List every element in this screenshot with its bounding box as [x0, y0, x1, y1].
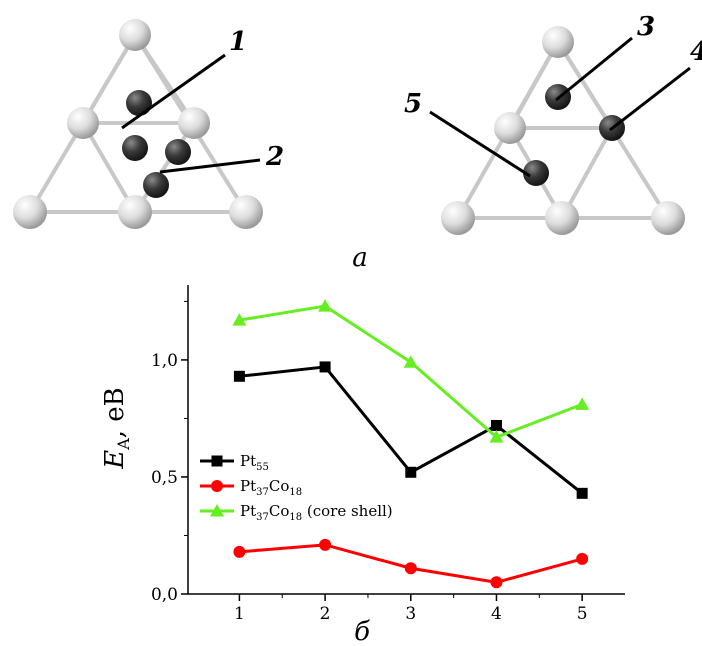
series-3 [232, 299, 590, 443]
data-point [405, 466, 417, 478]
data-point [576, 487, 588, 499]
data-point [404, 562, 417, 575]
panel-a-label: a [352, 243, 368, 273]
atom-pt [13, 195, 47, 229]
data-point [490, 419, 502, 431]
legend-marker [210, 504, 224, 517]
x-tick-label: 2 [320, 604, 331, 624]
data-point [490, 576, 503, 589]
cluster-right: 3 4 5 [404, 12, 702, 235]
atom-pt [441, 201, 475, 235]
atom-pt [494, 112, 526, 144]
legend-marker [211, 480, 223, 492]
data-point [318, 299, 333, 312]
legend-label: Pt37Co18 [240, 477, 302, 498]
y-tick-label: 0,5 [151, 468, 178, 488]
series-2 [233, 538, 589, 589]
energy-chart: 1 2 3 4 5 0,0 0,5 1,0 Pt55 Pt37Co18 Pt37Co18 (cor… [100, 285, 625, 624]
atom-co [165, 139, 191, 165]
atom-pt [542, 26, 574, 58]
atom-pt [67, 107, 99, 139]
atom-co [143, 172, 169, 198]
callout-arrows-left [121, 53, 261, 174]
data-point [489, 430, 504, 443]
y-tick-label: 1,0 [151, 351, 178, 371]
legend-entry: Pt55 [200, 452, 269, 473]
atom-co [122, 135, 148, 161]
panel-b-label: б [354, 617, 370, 646]
callout-3: 3 [637, 12, 655, 42]
x-tick-label: 1 [234, 604, 245, 624]
series-1 [233, 361, 588, 499]
legend-label: Pt55 [240, 452, 269, 473]
atom-co [523, 160, 549, 186]
atom-pt [118, 195, 152, 229]
callout-arrows-right [429, 36, 691, 178]
legend-label: Pt37Co18 (core shell) [240, 502, 393, 523]
data-point [575, 397, 590, 410]
data-point [403, 355, 418, 368]
data-point [319, 538, 332, 551]
data-point [232, 313, 247, 326]
atom-pt [545, 201, 579, 235]
atom-pt [178, 107, 210, 139]
atom-co [126, 90, 152, 116]
chart-legend: Pt55 Pt37Co18 Pt37Co18 (core shell) [200, 452, 393, 523]
y-axis-label: EA, eB [100, 387, 133, 470]
chart-series [232, 299, 590, 589]
data-point [319, 361, 331, 373]
x-tick-label: 5 [577, 604, 588, 624]
atom-pt [229, 195, 263, 229]
data-point [576, 552, 589, 565]
cluster-left: 1 2 [13, 19, 284, 229]
x-tick-label: 3 [405, 604, 416, 624]
callout-5: 5 [404, 89, 422, 119]
data-point [233, 545, 246, 558]
data-point [233, 370, 245, 382]
cluster-right-frame [456, 40, 670, 220]
y-tick-label: 0,0 [151, 585, 178, 605]
callout-2: 2 [265, 142, 284, 172]
legend-entry: Pt37Co18 (core shell) [200, 502, 393, 523]
atom-pt [119, 19, 151, 51]
x-tick-label: 4 [491, 604, 502, 624]
atom-pt [651, 201, 685, 235]
callout-4: 4 [690, 37, 702, 67]
legend-entry: Pt37Co18 [200, 477, 302, 498]
legend-marker [211, 455, 223, 467]
callout-1: 1 [229, 27, 247, 57]
chart-axes: 1 2 3 4 5 0,0 0,5 1,0 [151, 285, 625, 624]
